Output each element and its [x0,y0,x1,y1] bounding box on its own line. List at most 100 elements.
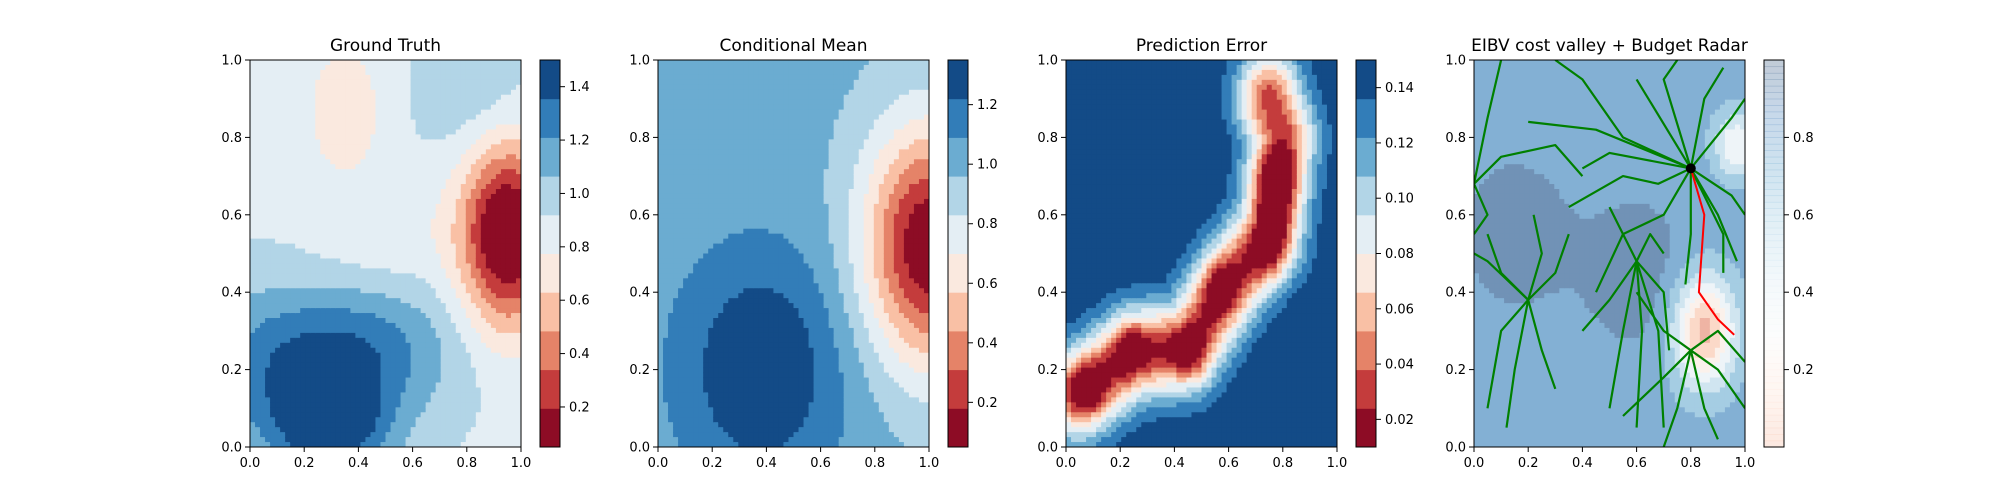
heatmap-cell [440,169,447,175]
heatmap-cell [320,109,326,116]
heatmap-cell [295,69,301,76]
heatmap-cell [395,218,402,225]
heatmap-cell [678,327,684,334]
heatmap-cell [375,238,382,245]
heatmap-cell [460,159,467,165]
heatmap-cell [395,233,402,240]
heatmap-cell [400,149,407,155]
heatmap-cell [300,179,306,185]
heatmap-cell [255,213,261,220]
heatmap-cell [410,243,417,250]
heatmap-cell [365,342,372,349]
heatmap-cell [460,367,467,374]
heatmap-cell [460,74,467,81]
heatmap-cell [305,293,311,299]
heatmap-cell [275,114,281,121]
heatmap-cell [290,189,296,195]
heatmap-cell [435,174,442,180]
heatmap-cell [305,258,311,265]
heatmap-cell [375,278,382,284]
heatmap-cell [385,233,392,240]
heatmap-cell [693,228,699,235]
heatmap-cell [465,372,472,379]
heatmap-cell [693,258,699,265]
heatmap-cell [673,337,679,344]
heatmap-cell [435,293,442,299]
heatmap-cell [500,109,507,116]
heatmap-cell [475,308,482,314]
heatmap-cell [480,139,487,145]
heatmap-cell [465,198,472,205]
heatmap-cell [510,278,517,284]
heatmap-cell [385,60,392,66]
heatmap-cell [345,248,351,255]
heatmap-cell [430,273,437,279]
heatmap-cell [470,139,477,145]
heatmap-cell [325,164,331,170]
heatmap-cell [425,427,432,433]
heatmap-cell [330,253,336,260]
heatmap-cell [683,303,689,309]
heatmap-cell [305,437,311,443]
heatmap-cell [380,238,387,245]
heatmap-cell [285,79,291,86]
heatmap-cell [688,387,694,394]
heatmap-cell [495,89,502,96]
heatmap-cell [350,60,356,66]
heatmap-cell [315,382,321,389]
heatmap-cell [455,327,462,334]
heatmap-cell [315,218,321,225]
heatmap-cell [435,208,442,215]
heatmap-cell [425,203,432,210]
heatmap-cell [673,193,679,200]
heatmap-cell [325,184,331,190]
heatmap-cell [400,129,407,136]
heatmap-cell [510,397,517,403]
heatmap-cell [460,223,467,230]
heatmap-cell [510,184,517,190]
heatmap-cell [320,189,326,195]
heatmap-cell [668,342,674,349]
heatmap-cell [510,228,517,235]
heatmap-cell [688,313,694,319]
heatmap-cell [465,392,472,398]
heatmap-cell [305,273,311,279]
heatmap-cell [400,60,407,66]
heatmap-cell [285,387,291,394]
heatmap-cell [290,159,296,165]
heatmap-cell [280,308,286,314]
heatmap-cell [355,268,362,274]
heatmap-cell [450,213,457,220]
heatmap-cell [440,308,447,314]
heatmap-cell [515,174,521,180]
heatmap-cell [415,298,422,304]
heatmap-cell [445,258,452,265]
heatmap-cell [678,144,684,150]
heatmap-cell [270,109,276,116]
heatmap-cell [305,223,311,230]
heatmap-cell [300,293,306,299]
heatmap-cell [260,342,266,349]
heatmap-cell [500,139,507,145]
heatmap-cell [425,253,432,260]
heatmap-cell [683,278,689,284]
heatmap-cell [315,392,321,398]
heatmap-cell [370,149,377,155]
heatmap-cell [658,422,664,428]
heatmap-cell [405,64,412,71]
heatmap-cell [420,164,427,170]
heatmap-cell [500,337,507,344]
heatmap-cell [285,154,291,160]
heatmap-cell [250,84,256,91]
heatmap-cell [325,432,331,438]
heatmap-cell [455,149,462,155]
heatmap-cell [255,387,261,394]
heatmap-cell [250,159,256,165]
heatmap-cell [440,134,447,140]
heatmap-cell [280,313,286,319]
heatmap-cell [325,397,331,403]
heatmap-cell [505,94,512,101]
heatmap-cell [255,382,261,389]
heatmap-cell [430,174,437,180]
heatmap-cell [290,397,296,403]
